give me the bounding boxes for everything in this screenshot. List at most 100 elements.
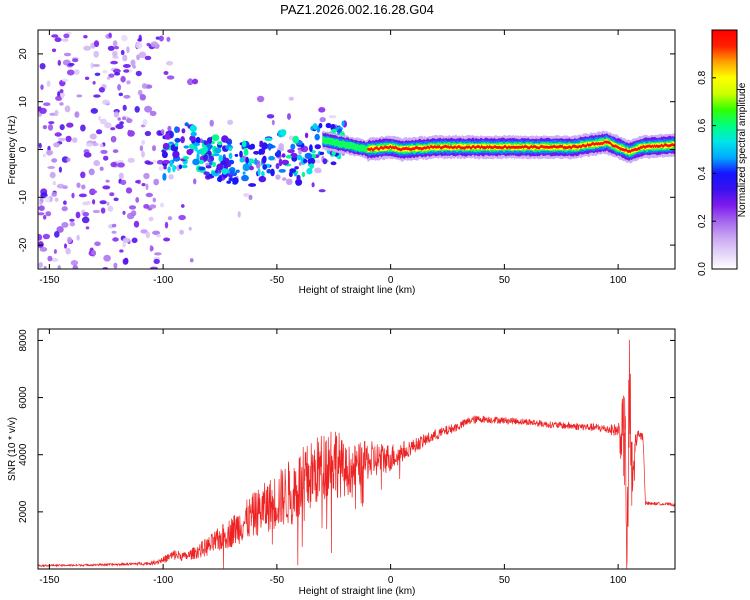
spectrogram-cell — [258, 148, 263, 156]
spectrogram-cell — [195, 136, 201, 144]
spectrogram-cell — [80, 171, 86, 179]
snr-panel: -150 -100 -50 0 50 100 2000 4000 6000 8000 Heigh… — [7, 328, 676, 597]
spectrogram-cell — [64, 105, 71, 113]
spectrogram-cell — [93, 94, 101, 98]
spectrogram-cell — [285, 154, 292, 159]
spectrogram-cell — [206, 175, 215, 179]
spectrogram-cell — [229, 169, 235, 175]
spectrogram-cell — [83, 45, 91, 51]
spectrogram-cell — [278, 169, 286, 173]
spectrogram-cell — [38, 205, 45, 211]
spectrogram-cell — [105, 179, 110, 183]
spectrogram-cell — [336, 155, 342, 160]
spectrogram-cell — [83, 35, 88, 39]
spectrogram-cell — [47, 124, 54, 131]
spectrogram-cell — [123, 257, 129, 264]
spectrogram-cell — [119, 249, 124, 253]
spectrogram-cell — [298, 149, 302, 155]
spectrogram-cell — [42, 233, 51, 240]
spectrogram-cell — [93, 50, 99, 58]
spectrogram-cell — [153, 178, 160, 186]
spectrogram-cell — [82, 212, 90, 217]
spectrogram-cell — [120, 49, 125, 56]
spectrogram-cell — [311, 182, 315, 188]
spectrogram-cell — [121, 34, 128, 42]
spectrogram-cell — [58, 137, 66, 142]
snr-frame — [37, 328, 676, 570]
spectrogram-cell — [152, 230, 161, 235]
spectrogram-cell — [110, 127, 116, 131]
spectrogram-cell — [54, 231, 60, 238]
spectrogram-cell — [89, 133, 97, 140]
spectrogram-cell — [184, 122, 189, 127]
spectrogram-cell — [107, 45, 115, 51]
spectrogram-cell — [72, 58, 79, 63]
spectrogram-cell — [242, 171, 246, 175]
spectrogram-cell — [193, 178, 197, 185]
spectrogram-cell — [92, 199, 96, 205]
spectrogram-cell — [169, 159, 173, 168]
spectrogram-cell — [153, 258, 160, 264]
spectrogram-cell — [186, 149, 193, 155]
spectrogram-x-label: Height of straight line (km) — [299, 285, 416, 296]
spectrogram-cell — [137, 89, 143, 96]
spectrogram-cell — [45, 211, 52, 217]
spectrogram-cell — [107, 205, 114, 212]
spectrogram-cell — [169, 130, 173, 138]
spectrogram-cell — [174, 126, 179, 133]
spectrogram-cell — [39, 62, 46, 70]
spectrogram-cell — [318, 189, 326, 193]
spectrogram-cell — [39, 200, 43, 206]
snr-x-label: Height of straight line (km) — [299, 586, 416, 597]
spectrogram-cell — [281, 177, 287, 181]
spectrogram-cell — [159, 202, 165, 208]
spectrogram-cell — [120, 75, 126, 83]
spectrogram-cell — [125, 187, 133, 194]
spectrogram-cell — [261, 142, 268, 150]
colorbar-ticks: 0.0 0.2 0.4 0.6 0.8 — [697, 70, 716, 276]
y-tick-label: 20 — [18, 48, 29, 60]
spectrogram-cell — [72, 264, 79, 269]
spectrogram-cell — [112, 40, 118, 47]
spectrogram-cell — [189, 124, 197, 133]
spectrogram-cell — [196, 149, 203, 155]
spectrogram-cell — [122, 241, 126, 248]
spectrogram-cell — [192, 158, 200, 166]
spectrogram-cell — [91, 249, 96, 256]
spectrogram-cell — [47, 255, 53, 262]
spectrogram-cell — [179, 229, 185, 235]
spectrogram-cell — [139, 145, 144, 152]
spectrogram-cell — [250, 143, 255, 149]
spectrogram-cell — [163, 71, 169, 75]
spectrogram-cell — [45, 149, 54, 156]
spectrogram-cell — [209, 119, 214, 127]
spectrogram-cell — [178, 214, 186, 221]
spectrogram-cell — [103, 155, 109, 161]
spectrogram-cell — [117, 117, 121, 121]
y-tick-label: 10 — [18, 96, 29, 108]
y-tick-label: 8000 — [18, 329, 29, 352]
spectrogram-cell — [92, 209, 101, 214]
spectrogram-cell — [92, 63, 101, 68]
spectrogram-cell — [150, 266, 158, 269]
spectrogram-cell — [48, 121, 55, 125]
y-tick-label: 6000 — [18, 386, 29, 409]
spectrogram-cell — [301, 171, 306, 178]
spectrogram-cell — [123, 69, 130, 73]
spectrogram-cell — [118, 92, 124, 97]
spectrogram-cell — [122, 64, 131, 68]
spectrogram-cell — [138, 51, 147, 59]
spectrogram-cell — [39, 247, 48, 252]
spectrogram-cell — [104, 122, 112, 129]
spectrogram-cell — [40, 84, 44, 90]
spectrogram-cell — [144, 105, 153, 113]
spectrogram-cell — [228, 152, 233, 160]
spectrogram-cell — [309, 163, 314, 170]
spectrogram-cell — [38, 262, 43, 268]
spectrogram-cell — [144, 130, 152, 137]
spectrogram-cell — [57, 59, 61, 66]
spectrogram-y-label: Frequency (Hz) — [7, 116, 18, 185]
spectrogram-image — [38, 31, 675, 269]
spectrogram-cell — [162, 159, 171, 164]
spectrogram-cell — [248, 183, 257, 187]
